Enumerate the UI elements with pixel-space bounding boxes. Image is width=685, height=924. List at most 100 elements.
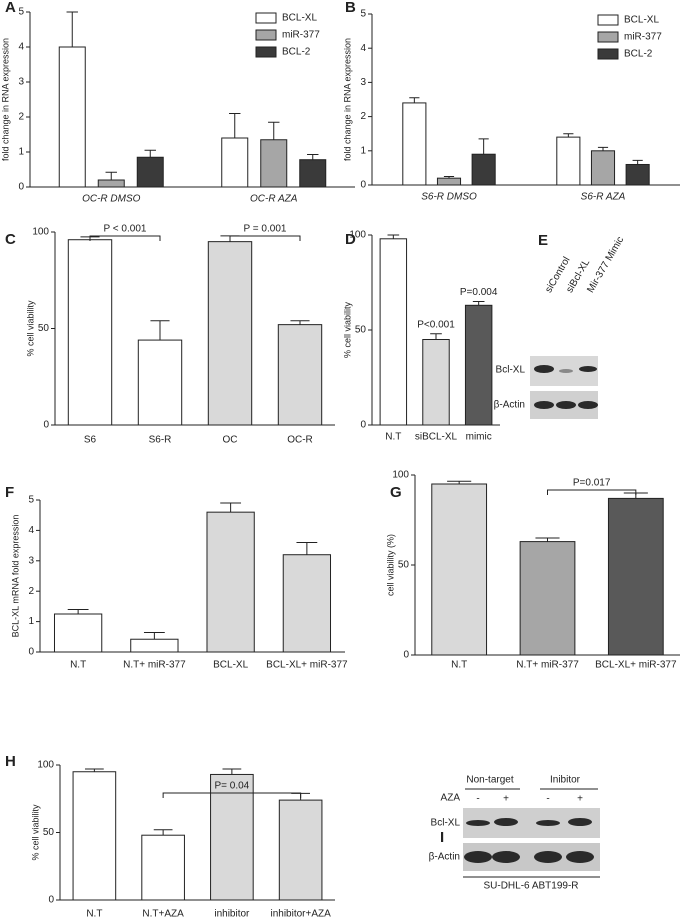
x-tick-label: N.T <box>385 432 401 443</box>
bar <box>67 239 113 426</box>
bar <box>402 102 427 186</box>
y-tick-label: 3 <box>18 77 24 88</box>
row-label: β-Actin <box>494 400 525 411</box>
y-tick-label: 50 <box>398 560 410 571</box>
y-axis-label: fold change in RNA expression <box>342 38 352 161</box>
bar <box>58 46 86 188</box>
bar <box>278 799 323 901</box>
blot-band <box>466 820 490 826</box>
bar <box>436 177 462 186</box>
panel-letter: A <box>5 0 16 16</box>
x-tick-label: N.T <box>451 660 467 671</box>
blot-band <box>579 366 597 372</box>
y-tick-label: 0 <box>18 182 24 193</box>
error-bar <box>144 149 156 158</box>
cell-line-label: SU-DHL-6 ABT199-R <box>483 881 578 892</box>
y-tick-label: 100 <box>392 470 409 481</box>
x-tick-label: N.T+ miR-377 <box>123 660 186 671</box>
blot-band <box>568 818 592 826</box>
error-bar <box>222 768 242 775</box>
bar <box>422 339 450 426</box>
bracket <box>89 235 161 241</box>
bar <box>97 179 125 188</box>
blot-band <box>534 401 554 409</box>
lane-label: - <box>476 794 479 805</box>
error-bar <box>597 146 609 151</box>
y-tick-label: 0 <box>403 650 409 661</box>
bar <box>206 511 255 653</box>
panel-letter: D <box>345 231 356 248</box>
error-bar <box>478 138 489 155</box>
x-tick-label: inhibitor <box>214 909 250 920</box>
error-bar <box>153 829 173 836</box>
y-tick-label: 2 <box>360 111 366 122</box>
error-bar <box>229 113 241 138</box>
y-tick-label: 100 <box>37 760 54 771</box>
bar <box>72 771 117 901</box>
annotation: P= 0.04 <box>214 781 249 792</box>
y-axis-label: % cell viability <box>342 301 352 358</box>
bar <box>210 773 254 901</box>
error-bar <box>443 175 455 179</box>
x-tick-label: S6 <box>84 435 97 446</box>
error-bar <box>387 234 400 239</box>
blot-band <box>559 369 573 373</box>
bar <box>277 324 323 426</box>
y-tick-label: 0 <box>28 647 34 658</box>
y-tick-label: 2 <box>18 112 24 123</box>
legend-swatch <box>597 14 619 26</box>
x-tick-label: OC-R DMSO <box>82 194 141 205</box>
y-axis-label: BCL-XL mRNA fold expression <box>10 515 20 638</box>
bar <box>431 483 488 656</box>
legend-swatch <box>255 12 277 24</box>
bar <box>625 163 650 186</box>
error-bar <box>84 768 104 772</box>
blot-e: E siControl siBcl-XL Mir-377 Mimic Bcl-X… <box>494 232 626 419</box>
x-tick-label: N.T <box>86 909 102 920</box>
y-tick-label: 1 <box>360 145 366 156</box>
panel-letter: H <box>5 753 16 770</box>
y-tick-label: 0 <box>43 420 49 431</box>
bracket <box>229 235 301 241</box>
panel-letter: F <box>5 484 14 501</box>
bar <box>464 304 493 426</box>
x-tick-label: BCL-XL+ miR-377 <box>266 660 348 671</box>
y-tick-label: 0 <box>360 180 366 191</box>
x-tick-label: mimic <box>466 432 492 443</box>
legend-swatch <box>255 29 277 41</box>
blot-band <box>578 401 598 409</box>
error-bar <box>150 320 170 341</box>
x-tick-label: BCL-XL+ miR-377 <box>595 660 677 671</box>
y-tick-label: 3 <box>360 77 366 88</box>
x-tick-label: N.T <box>70 660 86 671</box>
blot-band <box>492 851 520 863</box>
x-tick-label: N.T+AZA <box>142 909 184 920</box>
x-tick-label: OC-R <box>287 435 313 446</box>
blot-band <box>464 851 492 863</box>
y-tick-label: 2 <box>28 586 34 597</box>
row-label: Bcl-XL <box>431 818 461 829</box>
y-tick-label: 5 <box>18 7 24 18</box>
x-tick-label: BCL-XL <box>213 660 248 671</box>
bar <box>299 159 327 188</box>
blot-band <box>534 365 554 373</box>
y-axis-label: cell viability (%) <box>385 534 395 596</box>
bar <box>130 638 179 653</box>
group-label: Inibitor <box>550 775 581 786</box>
y-tick-label: 0 <box>360 420 366 431</box>
blot-band <box>536 820 560 826</box>
bar <box>137 339 183 426</box>
error-bar <box>563 133 574 138</box>
lane-label: + <box>503 794 509 805</box>
bar <box>141 834 185 901</box>
legend-label: BCL-XL <box>282 13 317 24</box>
legend-swatch <box>597 31 619 43</box>
annotation: P<0.001 <box>417 319 455 330</box>
y-tick-label: 100 <box>349 230 366 241</box>
x-tick-label: S6-R DMSO <box>421 192 477 203</box>
y-tick-label: 5 <box>360 9 366 20</box>
blot-band <box>566 851 594 863</box>
bar <box>379 238 408 426</box>
error-bar <box>535 537 560 542</box>
